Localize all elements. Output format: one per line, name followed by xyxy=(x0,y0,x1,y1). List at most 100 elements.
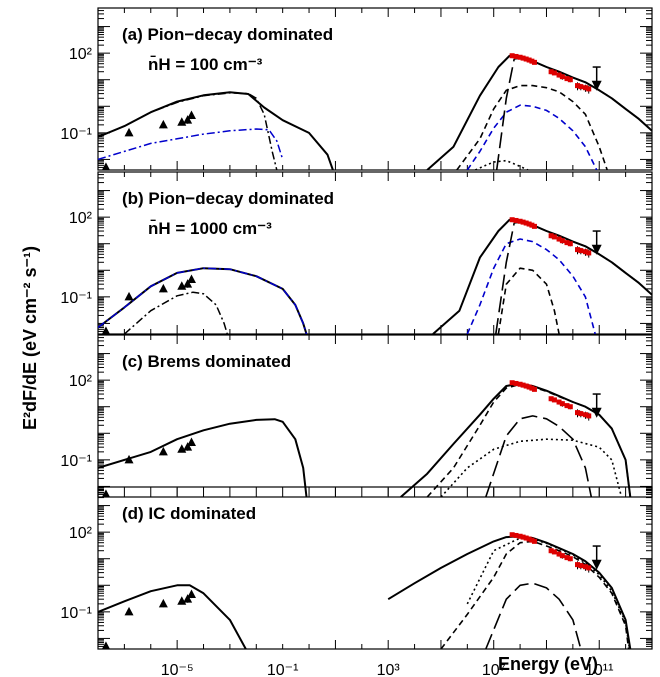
gamma-point xyxy=(564,403,570,409)
gamma-point xyxy=(523,383,529,389)
panel-2: 10⁻¹ 10² (b) Pion−decay dominated n̄H = 100… xyxy=(60,171,653,335)
radio-point xyxy=(124,454,134,464)
curve-total-high xyxy=(387,535,632,649)
x-tick-label: 10⁻¹ xyxy=(267,662,299,677)
gamma-point xyxy=(578,411,584,417)
panels: 10⁻¹ 10² (a) Pion−decay dominated n̄H = 100… xyxy=(60,7,653,677)
gamma-point xyxy=(551,549,557,555)
gamma-point xyxy=(559,74,565,80)
gamma-point xyxy=(509,380,515,386)
curve-blue-dashdot xyxy=(98,267,308,334)
radio-point xyxy=(186,274,196,283)
gamma-point xyxy=(513,532,519,538)
panel-frame xyxy=(97,7,653,171)
gamma-point xyxy=(529,58,535,64)
upper-limit-arrow xyxy=(591,80,602,91)
gamma-point xyxy=(582,412,588,418)
gamma-point xyxy=(586,250,592,256)
radio-point xyxy=(183,115,193,124)
gamma-point xyxy=(526,221,532,227)
gamma-point xyxy=(529,385,535,391)
gamma-point xyxy=(567,241,573,247)
gamma-point xyxy=(523,56,529,62)
radio-point xyxy=(124,606,134,616)
y-tick-label: 10⁻¹ xyxy=(60,290,92,307)
gamma-point xyxy=(586,565,592,571)
radio-point xyxy=(101,489,110,497)
gamma-point xyxy=(513,53,519,59)
gamma-point xyxy=(564,76,570,82)
panel-label: (d) IC dominated xyxy=(122,504,256,523)
curve-total-low xyxy=(98,418,308,497)
gamma-point xyxy=(523,220,529,226)
y-tick-label: 10² xyxy=(69,46,93,63)
curve-total-low xyxy=(98,584,247,649)
panel-4: 10⁻¹ 10² (d) IC dominated xyxy=(60,486,653,650)
radio-point xyxy=(183,279,193,288)
radio-point xyxy=(158,598,168,608)
y-tick-label: 10² xyxy=(69,525,93,542)
gamma-point xyxy=(567,77,573,83)
x-tick-label: 10³ xyxy=(377,662,401,677)
gamma-point xyxy=(551,70,557,76)
curves xyxy=(98,53,652,170)
x-tick-label: 10⁷ xyxy=(482,662,506,677)
curve-total-high xyxy=(426,54,652,170)
curve-sync-dashdot xyxy=(98,92,278,170)
gamma-point xyxy=(586,413,592,419)
radio-point xyxy=(101,641,110,649)
radio-point xyxy=(124,291,134,301)
y-axis-title: E²dF/dE (eV cm⁻² s⁻¹) xyxy=(20,246,40,430)
curve-dotted xyxy=(440,438,623,497)
y-tick-label: 10² xyxy=(69,373,93,390)
panel-frame xyxy=(97,171,653,335)
gamma-point xyxy=(520,534,526,540)
gamma-point xyxy=(582,564,588,570)
gamma-point xyxy=(529,222,535,228)
panel-1: 10⁻¹ 10² (a) Pion−decay dominated n̄H = 100… xyxy=(60,7,653,171)
radio-point xyxy=(101,326,110,334)
gamma-point xyxy=(564,240,570,246)
curve-total-high xyxy=(432,218,652,334)
radio-point xyxy=(158,446,168,456)
y-tick-label: 10² xyxy=(69,210,93,227)
panel-density-label: n̄H = 1000 cm⁻³ xyxy=(148,219,272,238)
y-tick-label: 10⁻¹ xyxy=(60,453,92,470)
gamma-point xyxy=(526,384,532,390)
gamma-point xyxy=(556,236,562,242)
gamma-point xyxy=(559,238,565,244)
curves xyxy=(98,532,632,649)
gamma-point xyxy=(531,223,537,229)
gamma-point xyxy=(582,249,588,255)
panel-density-label: n̄H = 100 cm⁻³ xyxy=(148,55,263,74)
gamma-point xyxy=(531,386,537,392)
gamma-point xyxy=(509,217,515,223)
gamma-point xyxy=(575,83,581,89)
curve-total-low xyxy=(98,91,334,170)
panel-label: (b) Pion−decay dominated xyxy=(122,189,334,208)
radio-point xyxy=(186,110,196,119)
radio-point xyxy=(186,589,196,598)
radio-point xyxy=(158,283,168,293)
gamma-point xyxy=(564,555,570,561)
curve-blue-dashed xyxy=(466,238,596,334)
gamma-point xyxy=(529,537,535,543)
panel-frame xyxy=(97,334,653,498)
gamma-point xyxy=(556,551,562,557)
gamma-point xyxy=(559,553,565,559)
gamma-point xyxy=(551,234,557,240)
x-tick-label: 10⁻⁵ xyxy=(161,662,194,677)
gamma-point xyxy=(523,535,529,541)
gamma-point xyxy=(578,84,584,90)
curve-total-low xyxy=(98,267,308,334)
x-axis-title: Energy (eV) xyxy=(498,654,598,674)
gamma-point xyxy=(578,248,584,254)
gamma-point xyxy=(517,218,523,224)
upper-limit-arrow xyxy=(591,244,602,255)
gamma-point xyxy=(586,86,592,92)
radio-point xyxy=(158,119,168,129)
panel-label: (c) Brems dominated xyxy=(122,352,291,371)
gamma-point xyxy=(513,380,519,386)
gamma-point xyxy=(556,72,562,78)
